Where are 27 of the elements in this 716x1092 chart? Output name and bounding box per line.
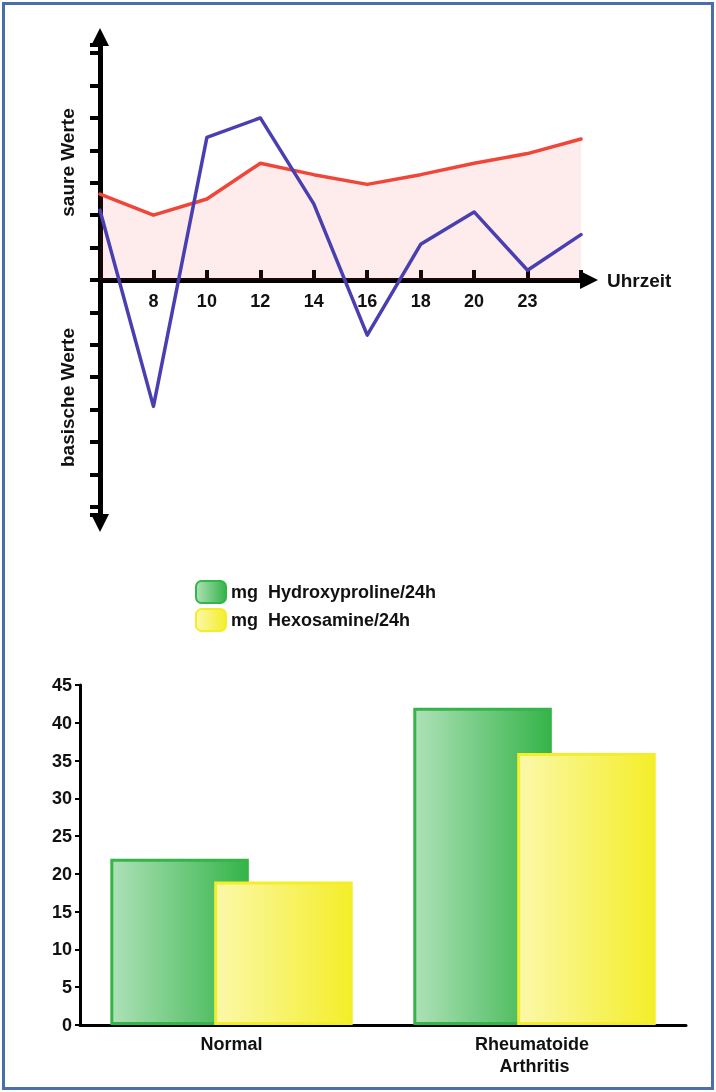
y-axis-title: saure Werte [56,108,78,217]
bar [214,881,353,1025]
y-tick-label: 20 [51,863,72,884]
y-tick-label: 30 [51,788,72,809]
x-tick-label: Normal [200,1034,263,1054]
x-tick-label: 8 [148,291,159,311]
y-tick-label: 40 [51,712,72,733]
x-tick-label: 10 [196,291,217,311]
y-tick-label: 0 [61,1015,72,1035]
text: basische Werte [56,327,78,468]
y-tick-label: 10 [51,939,72,960]
x-axis-title: Uhrzeit [607,269,673,291]
x-tick-label: 14 [303,291,324,311]
y-tick-label: 25 [51,826,72,847]
y-tick-label: 35 [51,750,72,771]
x-tick-label: 18 [410,291,431,311]
y-tick-label: 15 [51,901,72,922]
bar [517,753,656,1025]
x-tick-label: 12 [250,291,271,311]
y-tick-label: 5 [61,977,72,998]
legend-label: mg Hexosamine/24h [231,610,411,630]
x-tick-label: 16 [357,291,378,311]
legend-label: mg Hydroxyproline/24h [231,582,437,602]
x-tick-label: 20 [464,291,485,311]
y-tick-label: 45 [51,675,72,695]
x-tick-label: Rheumatoide Arthritis [474,1034,595,1076]
x-tick-label: 23 [517,291,538,311]
